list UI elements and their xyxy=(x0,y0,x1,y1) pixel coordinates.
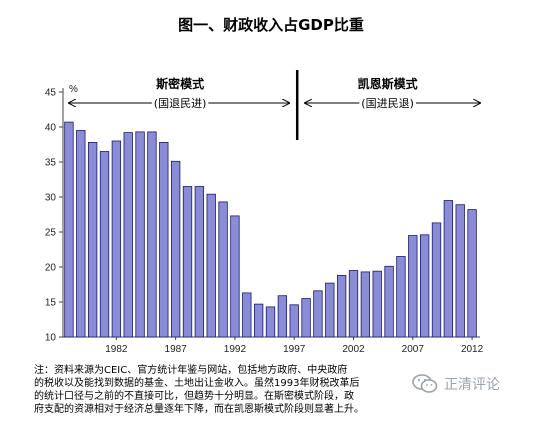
wechat-icon xyxy=(412,374,438,393)
bar xyxy=(384,265,394,338)
bar xyxy=(182,186,193,338)
era-label-backdrop xyxy=(151,97,209,110)
chart-axes: 10 15 20 25 30 35 40 45 % 1982 1987 1992 1997 2002 200… xyxy=(45,84,484,355)
bar xyxy=(443,200,454,338)
bar xyxy=(147,131,157,338)
bar xyxy=(76,130,86,338)
x-tick-label: 1997 xyxy=(283,344,306,355)
footnote: 注：资料来源为CEIC、官方统计年鉴与网站，包括地方政府、中央政府 的税收以及能… xyxy=(34,364,494,416)
y-axis-unit: % xyxy=(69,84,78,95)
bar xyxy=(348,270,359,338)
footnote-line: 的统计口径与之前的不直接可比，但趋势十分明显。在斯密模式阶段，政 xyxy=(34,391,354,402)
bar xyxy=(301,298,311,338)
y-tick-label: 40 xyxy=(45,123,57,134)
bar xyxy=(170,160,181,338)
era-sub-smith: (国退民进) xyxy=(154,97,207,110)
y-tick-label: 15 xyxy=(45,298,57,309)
bar xyxy=(99,151,110,338)
y-tick-label: 10 xyxy=(45,333,57,344)
chart-title: 图一、财政收入占GDP比重 xyxy=(178,16,364,34)
bar xyxy=(455,204,465,338)
bar xyxy=(265,306,276,338)
watermark: 正清评论 xyxy=(412,374,500,394)
bar xyxy=(289,304,299,338)
bar xyxy=(194,186,205,338)
era-label-backdrop xyxy=(359,97,416,110)
era-annotations: 斯密模式 (国退民进) 凯恩斯模式 (国进民退) xyxy=(69,70,480,140)
bar xyxy=(325,282,335,338)
bar xyxy=(206,193,216,338)
x-tick-label: 1992 xyxy=(224,344,247,355)
bar xyxy=(64,121,74,338)
y-tick-label: 20 xyxy=(45,263,57,274)
era-label-keynes: 凯恩斯模式 xyxy=(358,76,418,91)
footnote-line: 的税收以及能找到数据的基金、土地出让金收入。虽然1993年财税改革后 xyxy=(34,378,360,389)
y-tick-label: 25 xyxy=(45,228,57,239)
x-tick-label: 1987 xyxy=(165,344,188,355)
bar xyxy=(123,132,133,338)
bar xyxy=(87,141,98,338)
footnote-line: 府支配的资源相对于经济总量逐年下降，而在凯恩斯模式阶段则显著上升。 xyxy=(34,404,364,415)
y-tick-label: 45 xyxy=(45,88,57,99)
bar xyxy=(408,235,418,338)
bar xyxy=(159,141,169,338)
bar xyxy=(230,215,240,338)
bar xyxy=(242,292,252,338)
bar xyxy=(396,256,406,338)
bar xyxy=(277,295,288,338)
y-tick-label: 30 xyxy=(45,193,57,204)
x-tick-label: 2012 xyxy=(461,344,484,355)
bar xyxy=(431,222,442,338)
y-tick-label: 35 xyxy=(45,158,57,169)
bar xyxy=(253,303,264,338)
bar xyxy=(360,271,371,338)
watermark-text: 正清评论 xyxy=(444,377,500,393)
x-tick-label: 2007 xyxy=(402,344,425,355)
bar xyxy=(419,234,430,338)
x-tick-label: 1982 xyxy=(105,344,128,355)
bar xyxy=(135,131,145,338)
x-tick-label: 2002 xyxy=(342,344,365,355)
bar xyxy=(111,140,122,338)
bar-series xyxy=(64,121,477,338)
bar xyxy=(372,270,382,338)
era-label-smith: 斯密模式 xyxy=(156,76,204,91)
bar xyxy=(467,209,477,338)
bar xyxy=(313,290,323,338)
bar xyxy=(218,201,228,338)
bar xyxy=(336,274,347,338)
footnote-line: 注：资料来源为CEIC、官方统计年鉴与网站，包括地方政府、中央政府 xyxy=(34,365,348,376)
era-sub-keynes: (国进民退) xyxy=(361,97,414,110)
